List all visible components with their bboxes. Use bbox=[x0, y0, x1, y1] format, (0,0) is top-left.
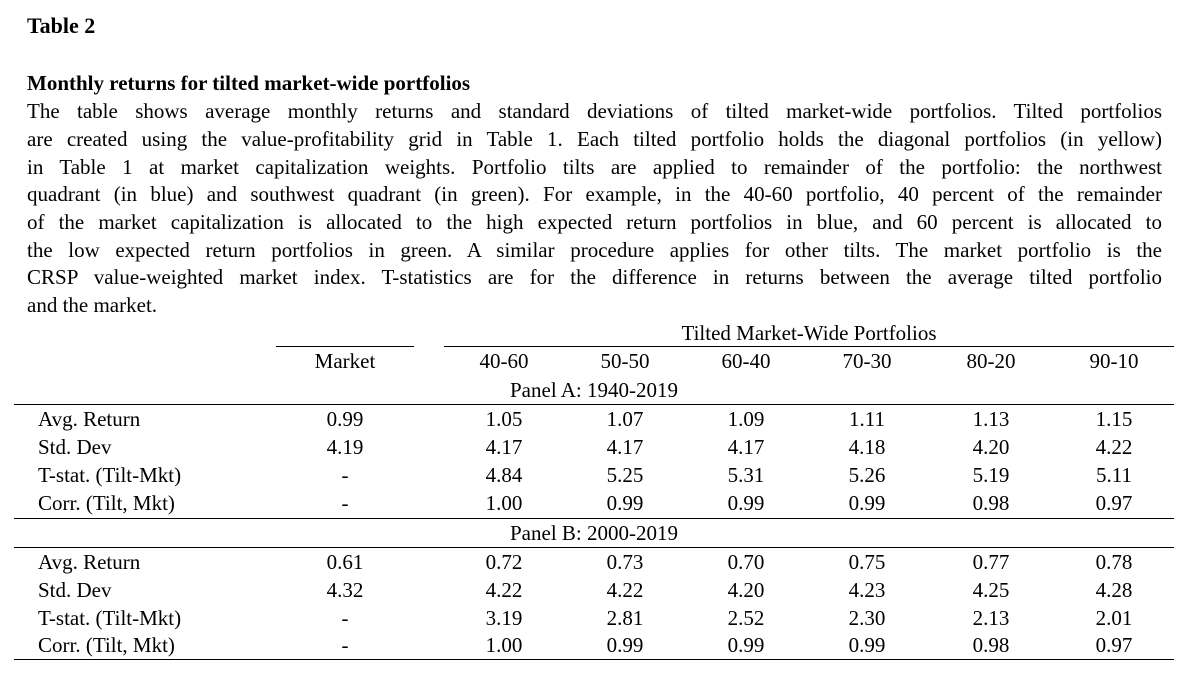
caption-line: the low expected return portfolios in gr… bbox=[27, 238, 1162, 262]
panel-b-rule bbox=[14, 547, 1174, 548]
row-label: T-stat. (Tilt-Mkt) bbox=[38, 606, 182, 630]
table-cell: - bbox=[341, 491, 349, 515]
table-cell: 4.17 bbox=[606, 435, 644, 459]
table-cell: 5.26 bbox=[848, 463, 886, 487]
table-cell: 0.97 bbox=[1095, 633, 1133, 657]
caption-line: The table shows average monthly returns … bbox=[27, 99, 1162, 123]
table-label: Table 2 bbox=[27, 13, 96, 38]
table-cell: 1.13 bbox=[972, 407, 1010, 431]
market-header-rule bbox=[276, 346, 414, 347]
table-cell: 0.99 bbox=[727, 491, 765, 515]
table-cell: 4.19 bbox=[326, 435, 364, 459]
caption-line: of the market capitalization is allocate… bbox=[27, 210, 1162, 234]
table-cell: - bbox=[341, 463, 349, 487]
table-cell: 3.19 bbox=[485, 606, 523, 630]
caption-line: and the market. bbox=[27, 293, 158, 317]
column-header: 50-50 bbox=[600, 349, 650, 373]
column-header: 80-20 bbox=[966, 349, 1016, 373]
caption-line: are created using the value-profitabilit… bbox=[27, 127, 1162, 151]
table-cell: 0.98 bbox=[972, 491, 1010, 515]
table-cell: 1.00 bbox=[485, 633, 523, 657]
table-cell: 0.75 bbox=[848, 550, 886, 574]
table-cell: 0.97 bbox=[1095, 491, 1133, 515]
table-cell: 2.52 bbox=[727, 606, 765, 630]
table-cell: 5.31 bbox=[727, 463, 765, 487]
table-cell: 4.17 bbox=[727, 435, 765, 459]
table-cell: 4.23 bbox=[848, 578, 886, 602]
table-cell: 4.22 bbox=[485, 578, 523, 602]
column-header: 40-60 bbox=[479, 349, 529, 373]
table-cell: 0.98 bbox=[972, 633, 1010, 657]
table-cell: 2.01 bbox=[1095, 606, 1133, 630]
row-label: Avg. Return bbox=[38, 407, 141, 431]
table-cell: 0.73 bbox=[606, 550, 644, 574]
table-cell: 0.78 bbox=[1095, 550, 1133, 574]
table-cell: 2.81 bbox=[606, 606, 644, 630]
table-cell: - bbox=[341, 633, 349, 657]
table-cell: 1.11 bbox=[849, 407, 885, 431]
panel-title: Panel A: 1940-2019 bbox=[510, 378, 678, 402]
table-cell: 1.05 bbox=[485, 407, 523, 431]
caption-title: Monthly returns for tilted market-wide p… bbox=[27, 71, 471, 95]
group-header-rule bbox=[444, 346, 1174, 347]
table-cell: 5.11 bbox=[1096, 463, 1132, 487]
table-cell: 4.32 bbox=[326, 578, 364, 602]
table-cell: 0.99 bbox=[848, 633, 886, 657]
table-cell: 0.77 bbox=[972, 550, 1010, 574]
table-cell: 1.07 bbox=[606, 407, 644, 431]
table-cell: 4.28 bbox=[1095, 578, 1133, 602]
panel-a-rule bbox=[14, 404, 1174, 405]
table-cell: 4.84 bbox=[485, 463, 523, 487]
row-label: Std. Dev bbox=[38, 435, 112, 459]
column-header: 90-10 bbox=[1089, 349, 1139, 373]
column-header: 60-40 bbox=[721, 349, 771, 373]
table-cell: 0.99 bbox=[326, 407, 364, 431]
row-label: Corr. (Tilt, Mkt) bbox=[38, 633, 175, 657]
row-label: Avg. Return bbox=[38, 550, 141, 574]
table-cell: 1.00 bbox=[485, 491, 523, 515]
table-cell: 0.99 bbox=[606, 633, 644, 657]
column-header: 70-30 bbox=[842, 349, 892, 373]
column-header-market: Market bbox=[314, 349, 376, 373]
caption-line: quadrant (in blue) and southwest quadran… bbox=[27, 182, 1162, 206]
table-cell: 4.20 bbox=[727, 578, 765, 602]
table-cell: 4.22 bbox=[606, 578, 644, 602]
table-cell: 0.99 bbox=[606, 491, 644, 515]
table-cell: 1.15 bbox=[1095, 407, 1133, 431]
table-cell: 0.72 bbox=[485, 550, 523, 574]
table-cell: 2.13 bbox=[972, 606, 1010, 630]
caption-line: in Table 1 at market capitalization weig… bbox=[27, 155, 1162, 179]
table-cell: 0.61 bbox=[326, 550, 364, 574]
table-cell: 4.18 bbox=[848, 435, 886, 459]
table-cell: 0.99 bbox=[848, 491, 886, 515]
table-cell: 5.19 bbox=[972, 463, 1010, 487]
group-header: Tilted Market-Wide Portfolios bbox=[681, 321, 937, 345]
table-bottom-rule bbox=[14, 659, 1174, 660]
row-label: T-stat. (Tilt-Mkt) bbox=[38, 463, 182, 487]
table-cell: 5.25 bbox=[606, 463, 644, 487]
panel-title: Panel B: 2000-2019 bbox=[510, 521, 678, 545]
table-cell: 4.22 bbox=[1095, 435, 1133, 459]
table-cell: 1.09 bbox=[727, 407, 765, 431]
table-cell: 4.20 bbox=[972, 435, 1010, 459]
table-cell: 4.25 bbox=[972, 578, 1010, 602]
table-cell: - bbox=[341, 606, 349, 630]
row-label: Corr. (Tilt, Mkt) bbox=[38, 491, 175, 515]
table-cell: 0.70 bbox=[727, 550, 765, 574]
panel-a-bottom-rule bbox=[14, 518, 1174, 519]
table-cell: 0.99 bbox=[727, 633, 765, 657]
row-label: Std. Dev bbox=[38, 578, 112, 602]
caption-line: CRSP value-weighted market index. T-stat… bbox=[27, 265, 1162, 289]
table-cell: 2.30 bbox=[848, 606, 886, 630]
table-cell: 4.17 bbox=[485, 435, 523, 459]
